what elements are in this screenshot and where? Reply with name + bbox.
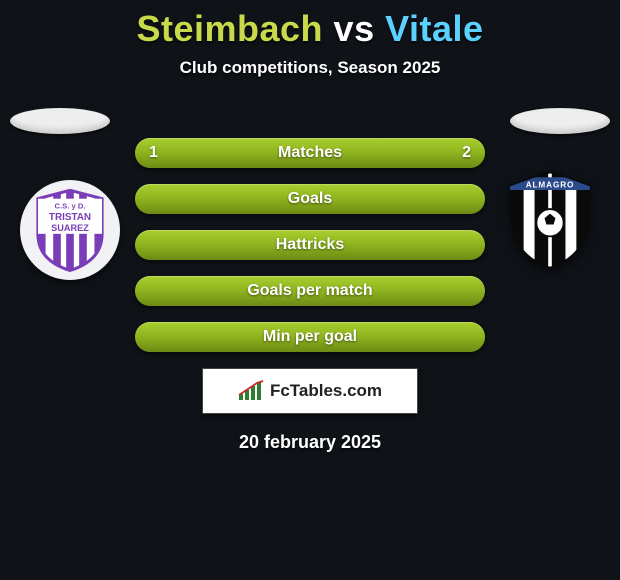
stat-matches-left: 1 — [135, 138, 172, 168]
stat-gpm: Goals per match — [135, 276, 485, 306]
stat-mpg: Min per goal — [135, 322, 485, 352]
player1-name: Steimbach — [136, 8, 323, 49]
comparison-card: Steimbach vs Vitale Club competitions, S… — [0, 0, 620, 580]
page-title: Steimbach vs Vitale — [0, 8, 620, 50]
stat-pills: 1 Matches 2 Goals Hattricks Goals per ma… — [135, 138, 485, 352]
site-attribution: FcTables.com — [202, 368, 418, 414]
player1-flag — [10, 108, 110, 134]
stat-gpm-label: Goals per match — [247, 282, 372, 300]
stat-matches-right: 2 — [448, 138, 485, 168]
player2-flag — [510, 108, 610, 134]
stat-hattricks-label: Hattricks — [276, 236, 344, 254]
shield-icon: C.S. y D. TRISTAN SUAREZ — [28, 188, 112, 272]
svg-text:C.S. y D.: C.S. y D. — [55, 202, 86, 211]
site-name: FcTables.com — [270, 381, 382, 401]
stat-hattricks: Hattricks — [135, 230, 485, 260]
player1-club-badge: C.S. y D. TRISTAN SUAREZ — [20, 180, 120, 280]
player2-name: Vitale — [385, 8, 483, 49]
stat-matches: 1 Matches 2 — [135, 138, 485, 168]
date-label: 20 february 2025 — [0, 432, 620, 453]
stat-goals-label: Goals — [288, 190, 332, 208]
svg-text:SUAREZ: SUAREZ — [51, 223, 89, 233]
stat-goals: Goals — [135, 184, 485, 214]
vs-label: vs — [334, 8, 375, 49]
flag-row — [0, 108, 620, 138]
player2-club-badge: ALMAGRO — [500, 170, 600, 270]
subtitle: Club competitions, Season 2025 — [0, 58, 620, 78]
svg-text:TRISTAN: TRISTAN — [49, 212, 91, 223]
shield-icon: ALMAGRO — [500, 170, 600, 270]
barchart-icon — [238, 380, 264, 402]
svg-text:ALMAGRO: ALMAGRO — [526, 180, 575, 189]
stat-matches-label: Matches — [278, 144, 342, 162]
stat-mpg-label: Min per goal — [263, 328, 357, 346]
